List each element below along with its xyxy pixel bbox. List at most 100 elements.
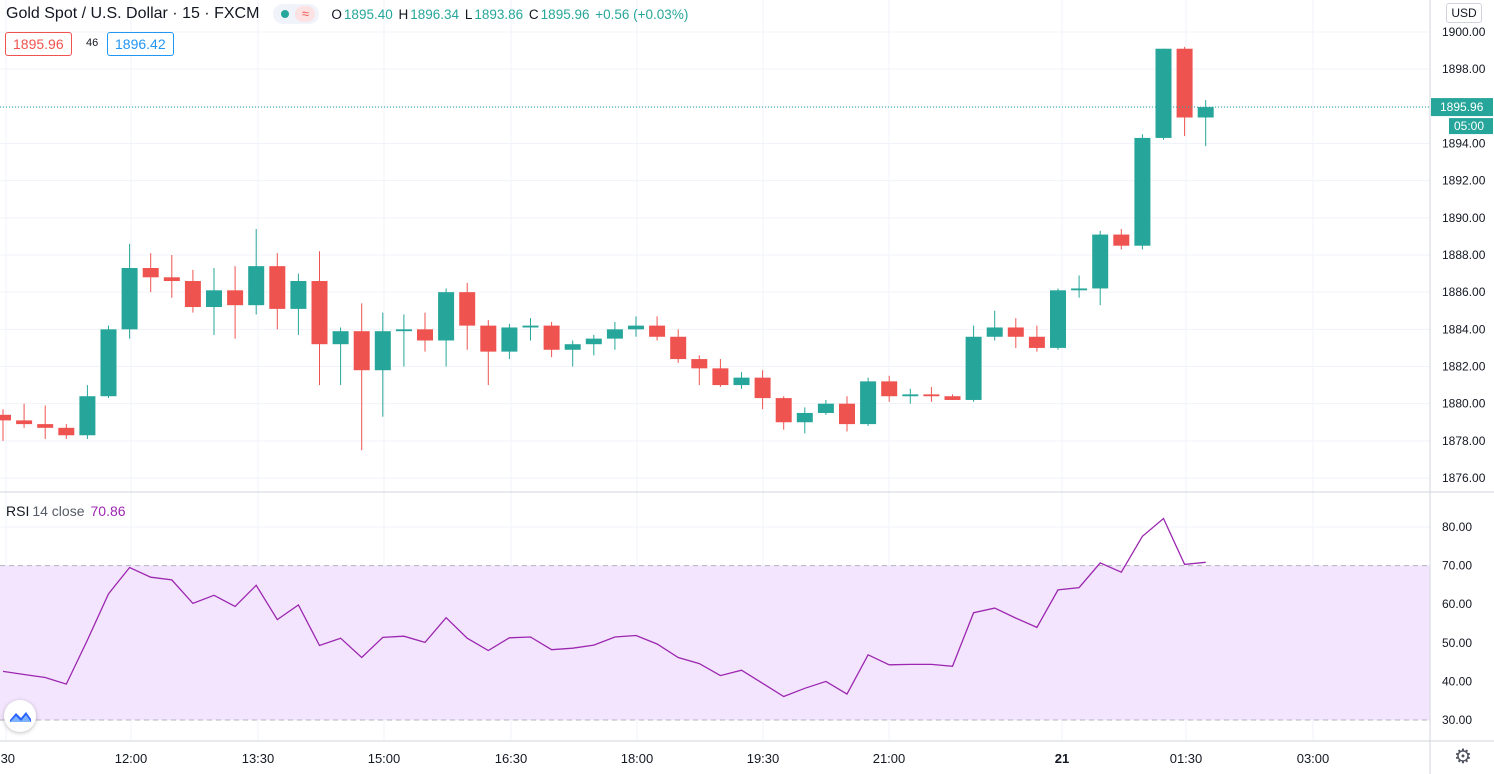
candle-body — [606, 329, 623, 339]
candle-body — [754, 377, 771, 399]
candle-body — [142, 268, 159, 278]
price-axis[interactable]: 1900.001898.001896.001894.001892.001890.… — [1442, 25, 1486, 485]
candle — [184, 269, 201, 313]
candle-body — [459, 292, 476, 326]
candle — [100, 325, 117, 399]
tradingview-logo-icon[interactable] — [4, 700, 36, 732]
candle — [1071, 275, 1088, 298]
candle — [1134, 134, 1151, 250]
status-badges[interactable]: ≈ — [273, 4, 320, 24]
candle — [374, 312, 391, 417]
countdown-label: 05:00 — [1454, 119, 1484, 133]
candle-body — [1176, 48, 1193, 118]
candle — [944, 394, 961, 400]
candle-body — [353, 331, 370, 371]
candle — [522, 318, 539, 341]
candle-body — [881, 381, 898, 397]
candlestick-series — [0, 46, 1214, 451]
candle — [1092, 230, 1109, 306]
price-tick-label: 1898.00 — [1442, 62, 1486, 76]
candle — [16, 403, 33, 428]
time-tick-label: :30 — [0, 751, 15, 766]
open-value: 1895.40 — [343, 6, 393, 22]
buy-button[interactable]: 1896.42 — [107, 32, 174, 56]
gear-icon[interactable]: ⚙ — [1454, 746, 1472, 768]
time-tick-label: 13:30 — [242, 751, 275, 766]
candle-body — [1071, 288, 1088, 291]
candle — [142, 253, 159, 293]
price-tick-label: 1884.00 — [1442, 322, 1486, 336]
sell-button[interactable]: 1895.96 — [5, 32, 72, 56]
candle-body — [501, 327, 518, 352]
rsi-value: 70.86 — [90, 503, 126, 519]
candle — [0, 409, 11, 441]
price-tick-label: 1894.00 — [1442, 137, 1486, 151]
candle — [79, 385, 96, 439]
candle-body — [733, 377, 750, 386]
candle — [670, 329, 687, 363]
time-tick-label: 18:00 — [621, 751, 654, 766]
candle-body — [944, 396, 961, 400]
time-tick-label: 15:00 — [368, 751, 401, 766]
candle-body — [670, 336, 687, 360]
price-tick-label: 1892.00 — [1442, 174, 1486, 188]
candle — [227, 266, 244, 339]
rsi-params: 14 close — [32, 503, 85, 519]
price-tick-label: 1900.00 — [1442, 25, 1486, 39]
time-tick-label: 03:00 — [1297, 751, 1330, 766]
candle — [480, 320, 497, 386]
candle-body — [986, 327, 1003, 337]
candle-body — [775, 398, 792, 423]
price-grid — [0, 31, 1430, 479]
candle — [353, 303, 370, 451]
candle — [649, 316, 666, 341]
candle — [628, 316, 644, 337]
rsi-axis[interactable]: 80.00 70.00 60.00 50.00 40.00 30.00 — [1442, 520, 1472, 727]
candle-body — [1092, 234, 1109, 289]
currency-button[interactable]: USD — [1446, 3, 1482, 23]
candle-body — [965, 336, 982, 400]
time-tick-label: 12:00 — [115, 751, 148, 766]
change-value: +0.56 (+0.03%) — [595, 6, 689, 22]
candle — [691, 355, 708, 386]
candle — [543, 321, 560, 358]
candle-body — [480, 325, 497, 352]
candle-body — [522, 325, 539, 328]
candle-body — [796, 412, 813, 423]
candle — [248, 228, 265, 315]
candle — [58, 424, 75, 439]
rsi-tick-label: 60.00 — [1442, 597, 1472, 611]
candle-body — [1007, 327, 1024, 337]
candle — [1197, 100, 1214, 147]
price-tick-label: 1876.00 — [1442, 471, 1486, 485]
candle — [269, 253, 286, 330]
rsi-legend[interactable]: RSI 14 close 70.86 — [6, 503, 126, 519]
time-axis[interactable]: :30 12:00 13:30 15:00 16:30 18:00 19:30 21:00 21… — [0, 751, 1329, 766]
candle — [796, 407, 813, 434]
candle — [501, 323, 518, 360]
open-label: O — [331, 6, 342, 22]
candle — [121, 243, 138, 339]
candle-body — [1028, 336, 1045, 348]
time-tick-label: 21:00 — [873, 751, 906, 766]
candle-body — [121, 268, 138, 330]
symbol-title[interactable]: Gold Spot / U.S. Dollar · 15 · FXCM — [6, 5, 260, 22]
candle-body — [0, 414, 11, 421]
candle — [1176, 46, 1193, 137]
candle-body — [16, 420, 33, 425]
time-tick-label: 01:30 — [1170, 751, 1203, 766]
wave-icon[interactable]: ≈ — [295, 6, 316, 22]
price-tick-label: 1878.00 — [1442, 434, 1486, 448]
candle — [1050, 288, 1066, 350]
rsi-line — [2, 517, 1206, 698]
candle-body — [1113, 234, 1130, 246]
candle-body — [184, 281, 201, 308]
high-label: H — [398, 6, 409, 22]
candle — [37, 405, 54, 439]
rsi-tick-label: 30.00 — [1442, 713, 1472, 727]
candle — [290, 273, 307, 335]
candle — [775, 396, 792, 430]
